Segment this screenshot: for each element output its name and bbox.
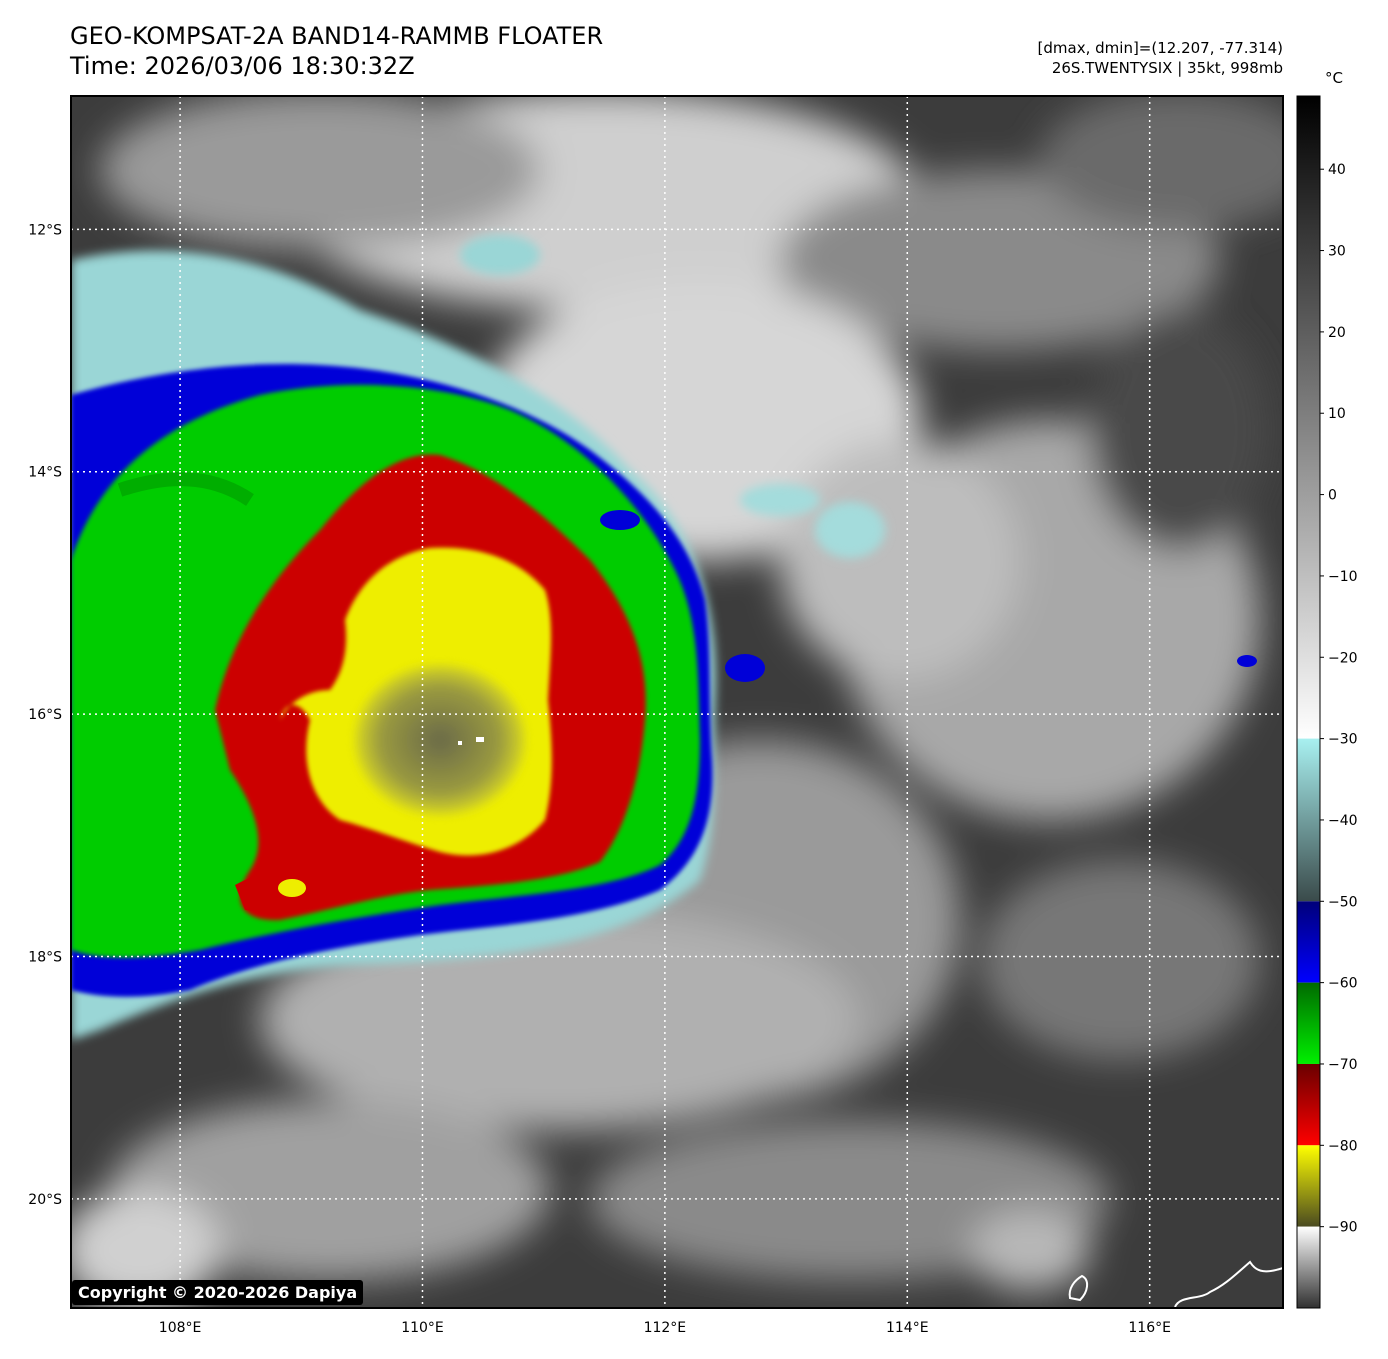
lon-label: 116°E: [1128, 1320, 1171, 1336]
colorbar-band: [1297, 901, 1320, 983]
colorbar-tick-label: −80: [1328, 1138, 1358, 1154]
warm-pixel: [476, 737, 484, 742]
product-title: GEO-KOMPSAT-2A BAND14-RAMMB FLOATER: [70, 22, 604, 50]
lat-label: 18°S: [28, 950, 62, 966]
colorbar-tick-label: −50: [1328, 894, 1358, 910]
data-range: [dmax, dmin]=(12.207, -77.314): [1037, 39, 1283, 57]
colorbar-tick-label: −90: [1328, 1220, 1358, 1236]
longitude-labels: 108°E 110°E 112°E 114°E 116°E: [159, 1320, 1171, 1336]
time-stamp: Time: 2026/03/06 18:30:32Z: [70, 52, 415, 80]
lat-label: 14°S: [28, 465, 62, 481]
colorbar-tick-label: 20: [1328, 325, 1346, 341]
colorbar-tick-label: −30: [1328, 732, 1358, 748]
warm-pixel: [458, 741, 462, 745]
coastline: [1174, 1260, 1284, 1308]
colorbar-tick-label: 10: [1328, 406, 1346, 422]
colorbar-frame: [1296, 95, 1321, 1309]
lon-label: 112°E: [644, 1320, 687, 1336]
coastline: [1068, 1274, 1088, 1302]
colorbar-band: [1297, 738, 1320, 902]
colorbar-band: [1297, 1145, 1320, 1227]
green-streaks: [117, 472, 254, 506]
colorbar-bands: [1297, 96, 1320, 1308]
lat-label: 20°S: [28, 1192, 62, 1208]
colorbar-tick-label: −20: [1328, 650, 1358, 666]
colorbar: °C 40 30 20 10 0 −10 −20 −30 −40 −50 −60 −70 −80 −90: [1296, 69, 1358, 1309]
latitude-labels: 12°S 14°S 16°S 18°S 20°S: [28, 222, 62, 1208]
map-frame: [70, 95, 1284, 1309]
convective-cell: [600, 510, 640, 530]
colorbar-tick-label: 30: [1328, 244, 1346, 260]
lon-label: 108°E: [159, 1320, 202, 1336]
colorbar-unit: °C: [1325, 69, 1343, 87]
colorbar-tick-label: 40: [1328, 162, 1346, 178]
rainband-red: [235, 865, 390, 912]
colorbar-tick-label: −70: [1328, 1057, 1358, 1073]
colorbar-ticks: 40 30 20 10 0 −10 −20 −30 −40 −50 −60 −70 −80 −90: [1320, 162, 1358, 1236]
lat-label: 16°S: [28, 707, 62, 723]
convective-cell: [1237, 655, 1257, 667]
lat-label: 12°S: [28, 222, 62, 238]
lon-label: 110°E: [401, 1320, 444, 1336]
storm-info: 26S.TWENTYSIX | 35kt, 998mb: [1051, 59, 1283, 77]
colorbar-band: [1297, 96, 1320, 739]
colorbar-band: [1297, 982, 1320, 1064]
copyright-badge: Copyright © 2020-2026 Dapiya: [72, 1280, 364, 1305]
satellite-image: [71, 96, 1283, 1308]
colorbar-tick-label: −10: [1328, 569, 1358, 585]
colorbar-tick-label: −40: [1328, 813, 1358, 829]
eye-region: [355, 665, 525, 815]
lon-label: 114°E: [886, 1320, 929, 1336]
colorbar-band: [1297, 1063, 1320, 1146]
colorbar-tick-label: 0: [1328, 488, 1337, 504]
colorbar-tick-label: −60: [1328, 976, 1358, 992]
cold-spot: [278, 879, 306, 897]
colorbar-band: [1297, 1226, 1320, 1308]
graticule: [71, 96, 1283, 1308]
convective-cell: [725, 654, 765, 682]
